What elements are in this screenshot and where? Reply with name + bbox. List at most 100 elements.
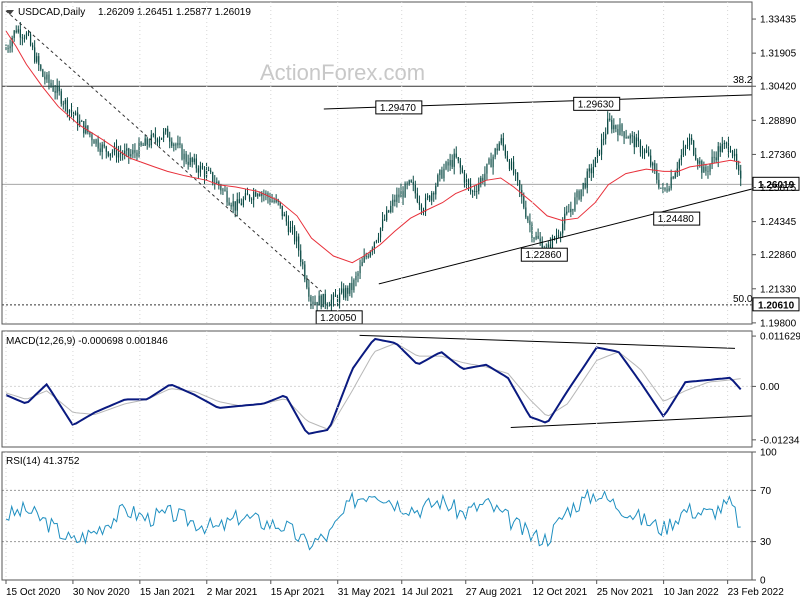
candle-body (715, 157, 717, 161)
candle-body (304, 264, 306, 280)
candle-body (60, 91, 62, 104)
candle-body (476, 191, 478, 192)
candle-body (105, 146, 107, 152)
candle-body (660, 187, 662, 189)
candle-body (334, 294, 337, 297)
candle-body (124, 150, 126, 156)
collapse-arrow-icon[interactable] (6, 10, 14, 15)
candle-body (648, 152, 650, 156)
date-tick-label: 30 Nov 2020 (73, 587, 130, 598)
candle-body (72, 112, 75, 116)
candle-body (275, 199, 277, 202)
candle-body (625, 137, 627, 139)
candle-body (341, 288, 343, 293)
candle-body (533, 238, 535, 239)
fib-levels: 38.2 50.0 1.20610 (2, 75, 800, 312)
candle-body (619, 124, 621, 135)
candle-body (465, 179, 468, 183)
candle-body (185, 153, 187, 162)
rsi-series-line (5, 488, 741, 551)
candle-body (506, 155, 509, 161)
rsi-tick-label: 70 (760, 486, 772, 497)
candle-body (160, 137, 163, 140)
candle-body (203, 169, 206, 177)
candle-body (658, 179, 660, 188)
candle-body (431, 193, 433, 201)
candle-body (273, 200, 275, 202)
candle-body (723, 142, 725, 145)
candle-body (664, 187, 666, 190)
candle-body (265, 193, 267, 195)
candle-body (77, 112, 79, 126)
date-tick-label: 23 Feb 2022 (728, 587, 785, 598)
candle-body (64, 100, 66, 105)
candle-body (212, 172, 214, 183)
price-annotations: 1.29470 1.29630 1.22860 1.24480 1.20050 1.260… (315, 96, 800, 325)
candle-body (34, 47, 36, 62)
candle-body (169, 137, 171, 142)
candle-body (189, 157, 191, 165)
candle-body (384, 219, 386, 221)
candle-body (25, 33, 28, 39)
candle-body (572, 208, 574, 211)
candle-body (261, 193, 263, 196)
candle-body (459, 160, 461, 168)
candle-body (633, 135, 635, 148)
candle-body (623, 131, 625, 138)
candle-body (109, 153, 111, 156)
candle-body (627, 137, 629, 139)
candle-body (500, 138, 502, 144)
candle-body (707, 171, 709, 172)
candle-body (570, 208, 572, 212)
candle-body (205, 170, 208, 177)
candle-body (32, 45, 34, 48)
candle-body (257, 193, 259, 197)
candle-body (310, 296, 312, 302)
candle-body (201, 165, 204, 170)
candle-body (654, 163, 656, 170)
candle-body (193, 158, 195, 163)
candle-body (390, 205, 392, 212)
candle-body (553, 237, 556, 239)
macd-axis: 0.011629 0.00 -0.012348 (752, 332, 800, 446)
candle-body (46, 74, 48, 80)
candle-body (11, 37, 13, 47)
candle-body (392, 199, 394, 206)
candle-body (216, 181, 218, 184)
candle-body (199, 165, 202, 173)
candle-body (645, 150, 648, 153)
candle-body (621, 124, 623, 132)
fib-price-box (752, 297, 800, 312)
candle-body (697, 159, 699, 164)
candle-body (224, 189, 226, 191)
candle-body (643, 150, 646, 154)
candle-body (296, 236, 298, 242)
candle-body (244, 193, 247, 200)
candle-body (130, 154, 132, 157)
candle-body (17, 29, 19, 33)
candle-body (29, 34, 32, 46)
candle-body (539, 238, 541, 242)
price-tick-label: 1.27360 (760, 150, 797, 161)
candle-body (396, 194, 398, 202)
candle-body (89, 132, 91, 135)
candle-body (564, 213, 566, 224)
date-tick-label: 15 Apr 2021 (271, 587, 325, 598)
candle-body (523, 196, 525, 208)
candle-body (177, 142, 179, 146)
price-candles (5, 21, 742, 312)
candle-body (156, 138, 159, 143)
candle-body (574, 197, 576, 211)
candle-body (210, 170, 212, 173)
candle-body (584, 182, 586, 188)
candle-body (171, 141, 173, 146)
price-tick-label: 1.24345 (760, 217, 797, 228)
candle-body (238, 199, 240, 204)
candle-body (220, 185, 222, 191)
candle-body (713, 156, 715, 158)
candle-body (615, 125, 617, 129)
candle-body (613, 125, 615, 130)
candle-body (711, 156, 713, 165)
candle-body (637, 137, 639, 142)
candle-body (535, 235, 537, 239)
